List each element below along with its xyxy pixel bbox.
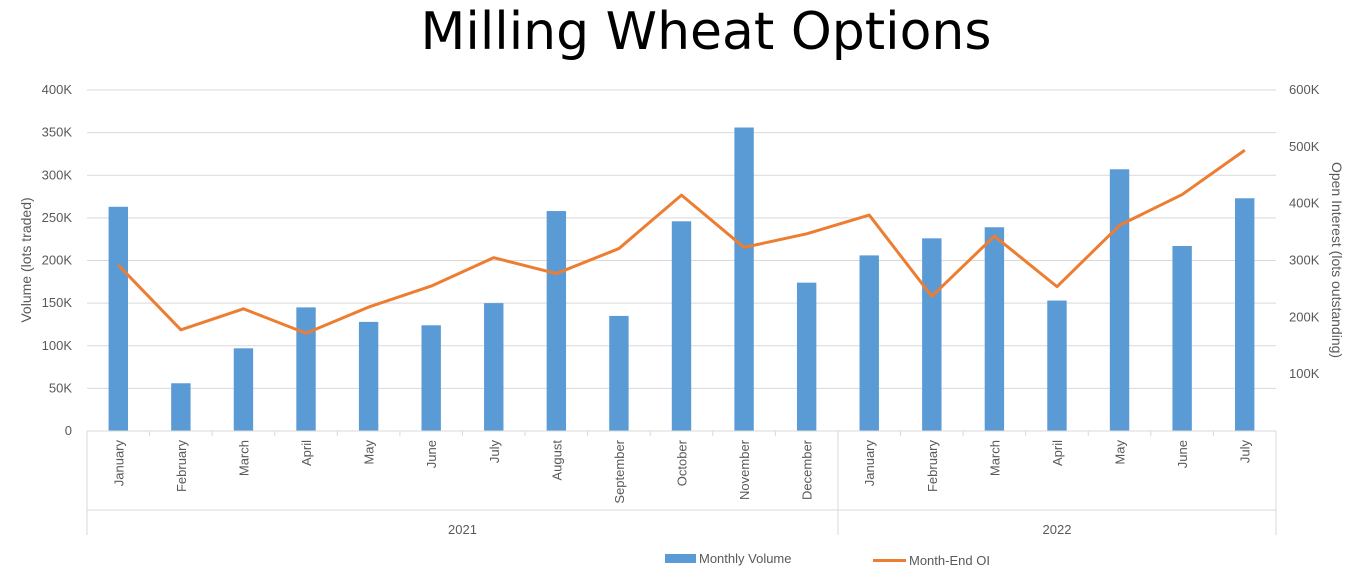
- year-label: 2022: [1043, 522, 1072, 537]
- bar-13: [922, 238, 942, 431]
- oi-point-13: [931, 295, 933, 297]
- bar-6: [484, 303, 504, 431]
- category-label: May: [362, 440, 377, 465]
- oi-point-8: [618, 248, 620, 250]
- oi-line: [117, 149, 1246, 335]
- left-axis-ticks: 0 50K 100K 150K 200K 250K 300K 350K 400K: [42, 82, 73, 438]
- left-tick-label: 100K: [42, 338, 73, 353]
- category-label: February: [925, 440, 940, 493]
- bar-17: [1172, 246, 1192, 431]
- category-label: March: [236, 440, 251, 476]
- category-label: May: [1113, 440, 1128, 465]
- category-label: July: [487, 440, 502, 464]
- bar-5: [421, 325, 441, 431]
- chart-title: Milling Wheat Options: [420, 2, 992, 62]
- category-label: April: [1050, 440, 1065, 466]
- right-axis-ticks: 100K 200K 300K 400K 500K 600K: [1289, 82, 1320, 381]
- bar-8: [609, 315, 629, 431]
- category-label: January: [111, 440, 126, 487]
- oi-point-11: [806, 233, 808, 235]
- oi-point-14: [993, 235, 995, 237]
- right-tick-label: 300K: [1289, 253, 1320, 268]
- oi-point-3: [305, 332, 307, 334]
- right-tick-label: 600K: [1289, 82, 1320, 97]
- oi-point-12: [868, 214, 870, 216]
- bar-3: [296, 307, 316, 431]
- left-tick-label: 350K: [42, 125, 73, 140]
- oi-point-16: [1119, 224, 1121, 226]
- category-label: October: [675, 439, 690, 486]
- oi-point-9: [681, 194, 682, 196]
- category-label: March: [987, 440, 1002, 476]
- category-label: June: [1175, 440, 1190, 468]
- year-labels: 2021 2022: [448, 522, 1071, 537]
- bar-1: [171, 383, 191, 431]
- legend-item-volume: Monthly Volume: [665, 551, 792, 566]
- bar-15: [1047, 300, 1067, 431]
- volume-bars: [108, 127, 1255, 431]
- oi-point-0: [117, 264, 119, 266]
- bar-14: [984, 227, 1005, 431]
- oi-point-7: [555, 273, 557, 275]
- legend-swatch-bar: [665, 554, 696, 563]
- right-tick-label: 100K: [1289, 366, 1320, 381]
- legend-swatch-line: [873, 559, 906, 562]
- oi-point-6: [493, 257, 495, 259]
- axes: [86, 430, 1277, 535]
- bar-2: [233, 348, 254, 431]
- left-axis-title: Volume (lots traded): [18, 197, 34, 322]
- bar-9: [671, 221, 692, 431]
- oi-point-18: [1244, 149, 1246, 151]
- legend-label-volume: Monthly Volume: [699, 551, 792, 566]
- left-tick-label: 200K: [42, 253, 73, 268]
- legend-label-oi: Month-End OI: [909, 553, 990, 568]
- right-tick-label: 200K: [1289, 309, 1320, 324]
- oi-point-4: [368, 306, 370, 308]
- left-tick-label: 250K: [42, 210, 73, 225]
- category-label: August: [549, 440, 564, 481]
- oi-point-1: [180, 329, 182, 331]
- bar-0: [108, 206, 128, 431]
- category-label: July: [1238, 440, 1253, 464]
- year-label: 2021: [448, 522, 477, 537]
- bar-11: [796, 282, 817, 431]
- bar-16: [1109, 169, 1130, 431]
- category-labels: January February March April May June July Augu…: [111, 439, 1252, 503]
- right-tick-label: 500K: [1289, 139, 1320, 154]
- right-axis-title: Open Interest (lots outstanding): [1329, 162, 1345, 358]
- category-label: February: [174, 440, 189, 493]
- oi-point-17: [1181, 194, 1183, 196]
- category-label: November: [737, 439, 752, 500]
- left-tick-label: 150K: [42, 295, 73, 310]
- category-label: December: [800, 439, 815, 500]
- oi-point-15: [1056, 286, 1058, 288]
- right-tick-label: 400K: [1289, 196, 1320, 211]
- bar-10: [734, 127, 754, 431]
- legend-item-oi: Month-End OI: [873, 553, 990, 568]
- bar-7: [546, 211, 567, 431]
- oi-point-10: [743, 246, 745, 248]
- left-tick-label: 400K: [42, 82, 73, 97]
- bar-18: [1235, 198, 1255, 431]
- oi-point-5: [430, 285, 432, 287]
- left-tick-label: 300K: [42, 167, 73, 182]
- category-label: April: [299, 440, 314, 466]
- left-tick-label: 50K: [49, 380, 72, 395]
- oi-point-2: [242, 308, 244, 310]
- category-label: January: [862, 440, 877, 487]
- bar-4: [358, 321, 379, 431]
- left-tick-label: 0: [65, 423, 72, 438]
- category-label: June: [424, 440, 439, 468]
- bar-12: [859, 255, 879, 431]
- category-label: September: [612, 439, 627, 503]
